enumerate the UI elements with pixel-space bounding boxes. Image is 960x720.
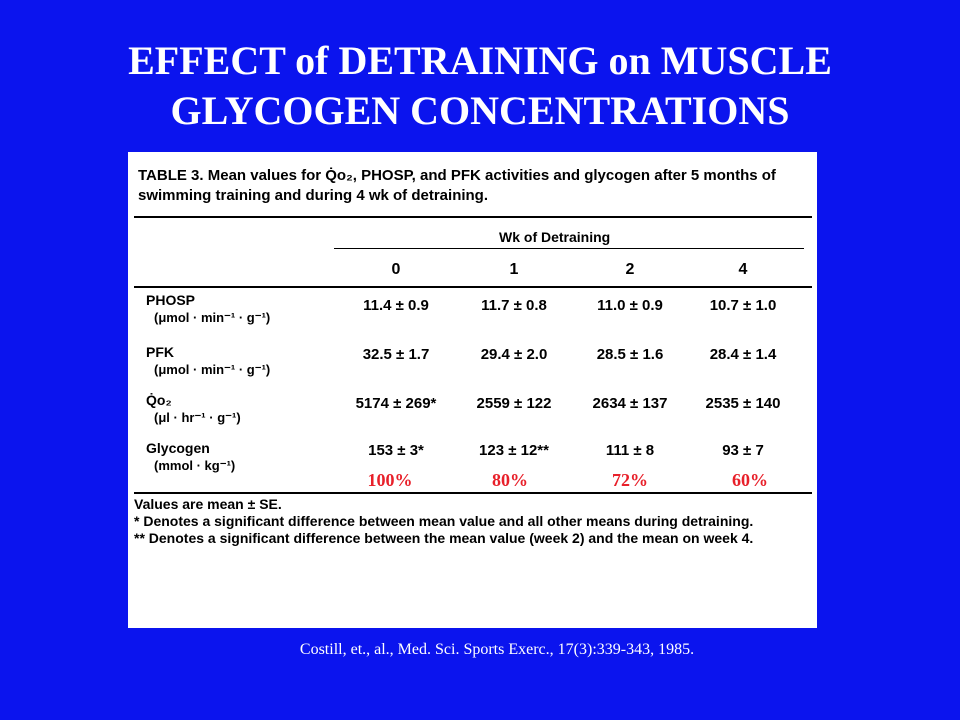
row-unit: (mmol · kg⁻¹) bbox=[154, 458, 236, 473]
table-top-rule bbox=[134, 216, 812, 218]
table-cell: 11.7 ± 0.8 bbox=[481, 297, 547, 314]
table-cell: 28.4 ± 1.4 bbox=[709, 346, 777, 363]
table-cell: 5174 ± 269* bbox=[355, 395, 437, 412]
row-unit: (μmol · min⁻¹ · g⁻¹) bbox=[154, 310, 271, 325]
column-header-week-0: 0 bbox=[391, 261, 401, 278]
group-header: Wk of Detraining bbox=[499, 229, 611, 245]
percent-week-0: 100% bbox=[367, 470, 413, 490]
table-footnotes: Values are mean ± SE. * Denotes a signif… bbox=[134, 496, 810, 547]
table-cell: 2559 ± 122 bbox=[476, 395, 552, 412]
row-label-phosp: PHOSP (μmol · min⁻¹ · g⁻¹) bbox=[146, 292, 270, 326]
header-bottom-rule bbox=[134, 286, 812, 288]
table-cell: 11.4 ± 0.9 bbox=[363, 297, 429, 314]
table-cell: 2634 ± 137 bbox=[592, 395, 668, 412]
row-unit: (μl · hr⁻¹ · g⁻¹) bbox=[154, 410, 241, 425]
table-cell: 153 ± 3* bbox=[368, 442, 424, 459]
data-table: TABLE 3. Mean values for Q̇o₂, PHOSP, an… bbox=[128, 152, 817, 628]
percent-week-4: 60% bbox=[732, 470, 768, 490]
row-name: PHOSP bbox=[146, 292, 196, 308]
table-cell: 93 ± 7 bbox=[722, 442, 764, 459]
row-name: PFK bbox=[146, 344, 174, 360]
slide-title: EFFECT of DETRAINING on MUSCLE GLYCOGEN … bbox=[0, 36, 960, 136]
percent-week-2: 72% bbox=[612, 470, 648, 490]
footnote: Values are mean ± SE. bbox=[134, 496, 282, 512]
title-line-2: GLYCOGEN CONCENTRATIONS bbox=[170, 88, 790, 133]
table-cell: 123 ± 12** bbox=[479, 442, 549, 459]
column-header-week-2: 2 bbox=[625, 261, 635, 278]
row-name: Q̇o₂ bbox=[146, 392, 172, 408]
table-cell: 29.4 ± 2.0 bbox=[480, 346, 548, 363]
footnote: * Denotes a significant difference betwe… bbox=[134, 513, 754, 529]
row-label-qo2: Q̇o₂ (μl · hr⁻¹ · g⁻¹) bbox=[146, 392, 241, 426]
table-cell: 32.5 ± 1.7 bbox=[362, 346, 430, 363]
row-unit: (μmol · min⁻¹ · g⁻¹) bbox=[154, 362, 271, 377]
table-cell: 11.0 ± 0.9 bbox=[597, 297, 663, 314]
footnote: ** Denotes a significant difference betw… bbox=[134, 530, 754, 546]
column-header-week-1: 1 bbox=[509, 261, 519, 278]
row-label-glycogen: Glycogen (mmol · kg⁻¹) bbox=[146, 440, 235, 474]
table-cell: 2535 ± 140 bbox=[705, 395, 781, 412]
percent-week-1: 80% bbox=[492, 470, 528, 490]
title-line-1: EFFECT of DETRAINING on MUSCLE bbox=[128, 38, 832, 83]
table-cell: 28.5 ± 1.6 bbox=[596, 346, 664, 363]
table-bottom-rule bbox=[134, 492, 812, 494]
column-header-week-4: 4 bbox=[738, 261, 748, 278]
group-header-rule bbox=[334, 248, 804, 249]
row-label-pfk: PFK (μmol · min⁻¹ · g⁻¹) bbox=[146, 344, 270, 378]
citation: Costill, et., al., Med. Sci. Sports Exer… bbox=[299, 641, 695, 658]
table-cell: 10.7 ± 1.0 bbox=[709, 297, 777, 314]
table-cell: 111 ± 8 bbox=[605, 442, 655, 459]
row-name: Glycogen bbox=[146, 440, 210, 456]
table-caption: TABLE 3. Mean values for Q̇o₂, PHOSP, an… bbox=[138, 167, 776, 204]
